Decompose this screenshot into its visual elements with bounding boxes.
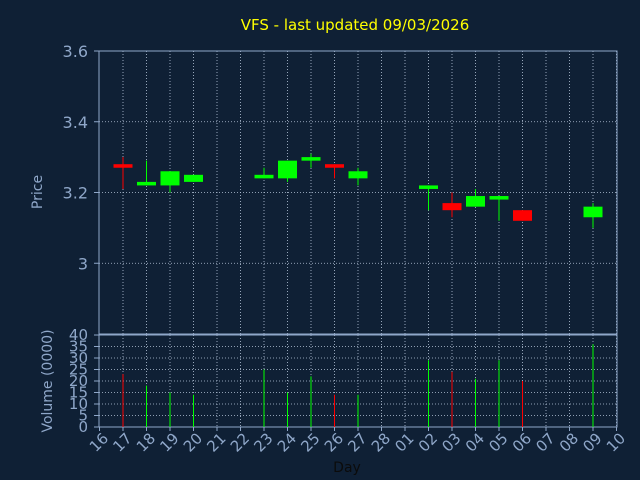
volume-tick-label: 0 <box>78 418 88 436</box>
x-tick-label: 19 <box>156 429 182 455</box>
candle <box>513 210 532 221</box>
x-tick-label: 08 <box>556 429 582 455</box>
candle-body <box>348 171 368 179</box>
volume-tick-label: 10 <box>69 395 88 413</box>
x-tick-label: 28 <box>368 429 394 455</box>
candle <box>325 164 344 179</box>
chart-title: VFS - last updated 09/03/2026 <box>241 16 470 34</box>
candle <box>489 196 509 221</box>
x-tick-label: 17 <box>109 429 135 455</box>
candle <box>278 160 297 182</box>
x-tick-label: 18 <box>133 429 159 455</box>
volume-axis-label: Volume (0000) <box>40 329 56 432</box>
x-tick-label: 24 <box>274 429 300 455</box>
candle <box>301 153 321 168</box>
volume-tick-label: 40 <box>69 326 88 344</box>
candle <box>160 171 180 193</box>
x-tick-label: 05 <box>485 429 511 455</box>
candle <box>113 157 133 189</box>
candle-body <box>325 164 344 168</box>
x-tick-label: 25 <box>297 429 323 455</box>
price-grid <box>99 51 617 334</box>
candle <box>466 188 485 207</box>
price-axis-label: Price <box>30 175 46 209</box>
x-tick-label: 10 <box>603 429 629 455</box>
candle-body <box>419 185 438 189</box>
x-tick-label: 01 <box>391 429 417 455</box>
candle <box>419 185 438 211</box>
price-tick-label: 3.4 <box>63 113 88 132</box>
x-tick-label: 21 <box>203 429 229 455</box>
candle-body <box>489 196 509 200</box>
candle <box>184 174 203 182</box>
candle-body <box>160 171 180 186</box>
x-tick-label: 27 <box>344 429 370 455</box>
x-tick-label: 04 <box>462 429 488 455</box>
x-tick-label: 22 <box>227 429 253 455</box>
candle-body <box>113 164 133 168</box>
candle <box>348 167 368 186</box>
candle-body <box>513 210 532 221</box>
x-tick-label: 20 <box>180 429 206 455</box>
candle <box>254 167 274 179</box>
candle <box>137 160 156 186</box>
x-tick-label: 23 <box>250 429 276 455</box>
x-tick-label: 09 <box>579 429 605 455</box>
volume-tick-label: 25 <box>69 361 88 379</box>
x-tick-label: 06 <box>509 429 535 455</box>
candle-body <box>301 157 321 161</box>
x-tick-label: 26 <box>321 429 347 455</box>
candle <box>583 203 603 228</box>
volume-tick-label: 20 <box>69 372 88 390</box>
candle-body <box>442 203 462 211</box>
x-axis-label: Day <box>333 460 361 476</box>
x-tick-label: 03 <box>438 429 464 455</box>
x-ticks: 1617181920212223242526272801020304050607… <box>86 427 629 456</box>
candle-body <box>583 206 603 218</box>
candle-body <box>137 181 156 186</box>
price-tick-label: 3 <box>78 254 88 273</box>
price-y-ticks: 3.6 3.4 3.2 3 <box>63 42 99 273</box>
x-tick-label: 16 <box>86 429 112 455</box>
candles <box>113 153 603 228</box>
volume-tick-label: 15 <box>69 384 88 402</box>
candle-body <box>466 196 485 207</box>
volume-tick-label: 30 <box>69 349 88 367</box>
volume-tick-label: 5 <box>78 407 88 425</box>
volume-bars <box>122 344 594 427</box>
x-tick-label: 02 <box>415 429 441 455</box>
x-tick-label: 07 <box>532 429 558 455</box>
candle-body <box>254 174 274 179</box>
price-tick-label: 3.6 <box>63 42 88 61</box>
candle <box>442 192 462 218</box>
volume-tick-label: 35 <box>69 338 88 356</box>
price-tick-label: 3.2 <box>63 184 88 203</box>
candle-body <box>184 174 203 182</box>
candle-body <box>278 160 297 179</box>
